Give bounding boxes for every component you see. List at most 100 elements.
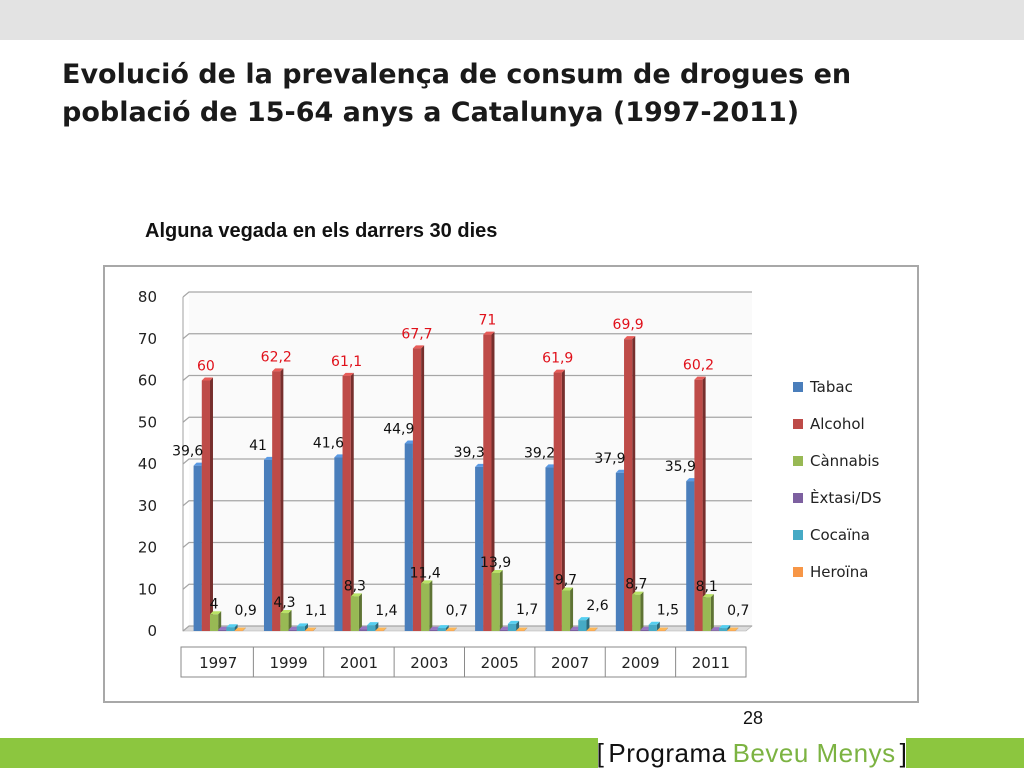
bar-top: [578, 617, 590, 621]
bar-top: [304, 627, 317, 631]
bar-top: [656, 627, 669, 631]
data-label: 62,2: [261, 349, 292, 365]
bar-chart: 0 10 20 30 40 50 60 70 80 39,6 60 4 0,9 41 62,2 4,3 1,1 4…: [138, 288, 882, 678]
bar: [342, 375, 351, 631]
bar-top: [445, 627, 457, 631]
data-label: 0,9: [234, 603, 256, 619]
data-label: 4,3: [273, 595, 295, 611]
brand-word-beveu-menys: Beveu Menys: [732, 738, 896, 768]
y-tick-label: 70: [138, 330, 157, 348]
bar: [288, 629, 297, 631]
bar: [483, 334, 492, 631]
bar-top: [719, 625, 731, 629]
bar-top: [507, 620, 520, 624]
bar: [350, 596, 359, 631]
bar-top: [421, 580, 433, 584]
bar: [499, 629, 508, 631]
bar-top: [437, 625, 449, 629]
legend-swatch: [793, 530, 803, 540]
y-tick-label: 0: [147, 622, 157, 640]
data-label: 39,3: [454, 445, 485, 461]
bar-side: [491, 331, 495, 631]
bar-top: [632, 591, 644, 595]
bar: [694, 379, 703, 631]
brand-word-programa: Programa: [608, 738, 727, 768]
bar: [421, 583, 430, 631]
bar-top: [727, 627, 739, 631]
data-label: 1,7: [516, 602, 538, 618]
data-label: 8,1: [696, 579, 718, 595]
bar-top: [350, 593, 362, 597]
data-label: 1,4: [375, 603, 397, 619]
data-label: 37,9: [594, 451, 625, 467]
legend-swatch: [793, 456, 803, 466]
bar-side: [524, 627, 528, 631]
bar-side: [358, 593, 362, 631]
data-label: 35,9: [665, 459, 696, 475]
bar: [570, 629, 579, 631]
y-tick-label: 50: [138, 413, 157, 431]
y-tick-label: 60: [138, 372, 157, 390]
bar: [209, 614, 219, 631]
bar: [412, 348, 422, 631]
x-tick-label: 2005: [481, 654, 519, 672]
data-label: 0,7: [446, 603, 468, 619]
bar: [702, 597, 711, 631]
data-label: 13,9: [480, 555, 511, 571]
bar: [263, 459, 273, 631]
bar: [624, 339, 633, 631]
gridline: [182, 291, 752, 298]
x-axis-table: [180, 646, 747, 678]
bar: [367, 625, 376, 631]
bar: [375, 630, 384, 632]
data-label: 69,9: [613, 317, 644, 333]
data-label: 1,1: [305, 603, 327, 619]
data-label: 4: [210, 596, 219, 612]
legend-swatch: [793, 567, 803, 577]
legend-swatch: [793, 493, 803, 503]
bar: [632, 594, 641, 631]
bar: [304, 630, 314, 632]
page-number: 28: [743, 708, 764, 728]
x-tick-label: 2009: [621, 654, 659, 672]
bar: [429, 629, 438, 631]
data-label: 61,9: [542, 351, 573, 367]
bar: [445, 630, 454, 632]
brand-bracket-open: [: [596, 738, 605, 768]
bar: [648, 624, 657, 631]
legend-swatch: [793, 419, 803, 429]
bar: [507, 623, 517, 631]
bar-side: [375, 622, 379, 631]
data-label: 39,2: [524, 445, 555, 461]
bar-top: [553, 369, 565, 373]
bar: [193, 465, 202, 631]
bar-side: [288, 610, 292, 631]
bar: [553, 372, 562, 631]
bar-side: [561, 369, 565, 631]
legend-label: Alcohol: [810, 415, 865, 433]
x-tick-label: 2011: [692, 654, 730, 672]
bar: [201, 380, 210, 631]
bar-side: [383, 627, 387, 631]
bar-top: [226, 624, 238, 628]
bar-side: [632, 336, 636, 631]
legend-swatch: [793, 382, 803, 392]
bar-top: [516, 627, 528, 631]
bar: [491, 572, 500, 631]
bar-top: [201, 377, 213, 381]
data-label: 60: [197, 359, 215, 375]
data-label: 60,2: [683, 358, 714, 374]
bar: [272, 371, 281, 631]
bar-side: [586, 617, 590, 631]
bar-side: [702, 376, 706, 631]
bar: [516, 630, 525, 632]
bar-side: [350, 372, 354, 631]
bar-top: [483, 331, 495, 335]
data-label: 8,7: [625, 577, 647, 593]
bar-side: [429, 580, 433, 631]
bar: [358, 629, 368, 631]
bar-top: [342, 372, 354, 376]
bar: [296, 626, 305, 631]
bar-side: [570, 587, 574, 631]
data-label: 1,5: [657, 603, 679, 619]
